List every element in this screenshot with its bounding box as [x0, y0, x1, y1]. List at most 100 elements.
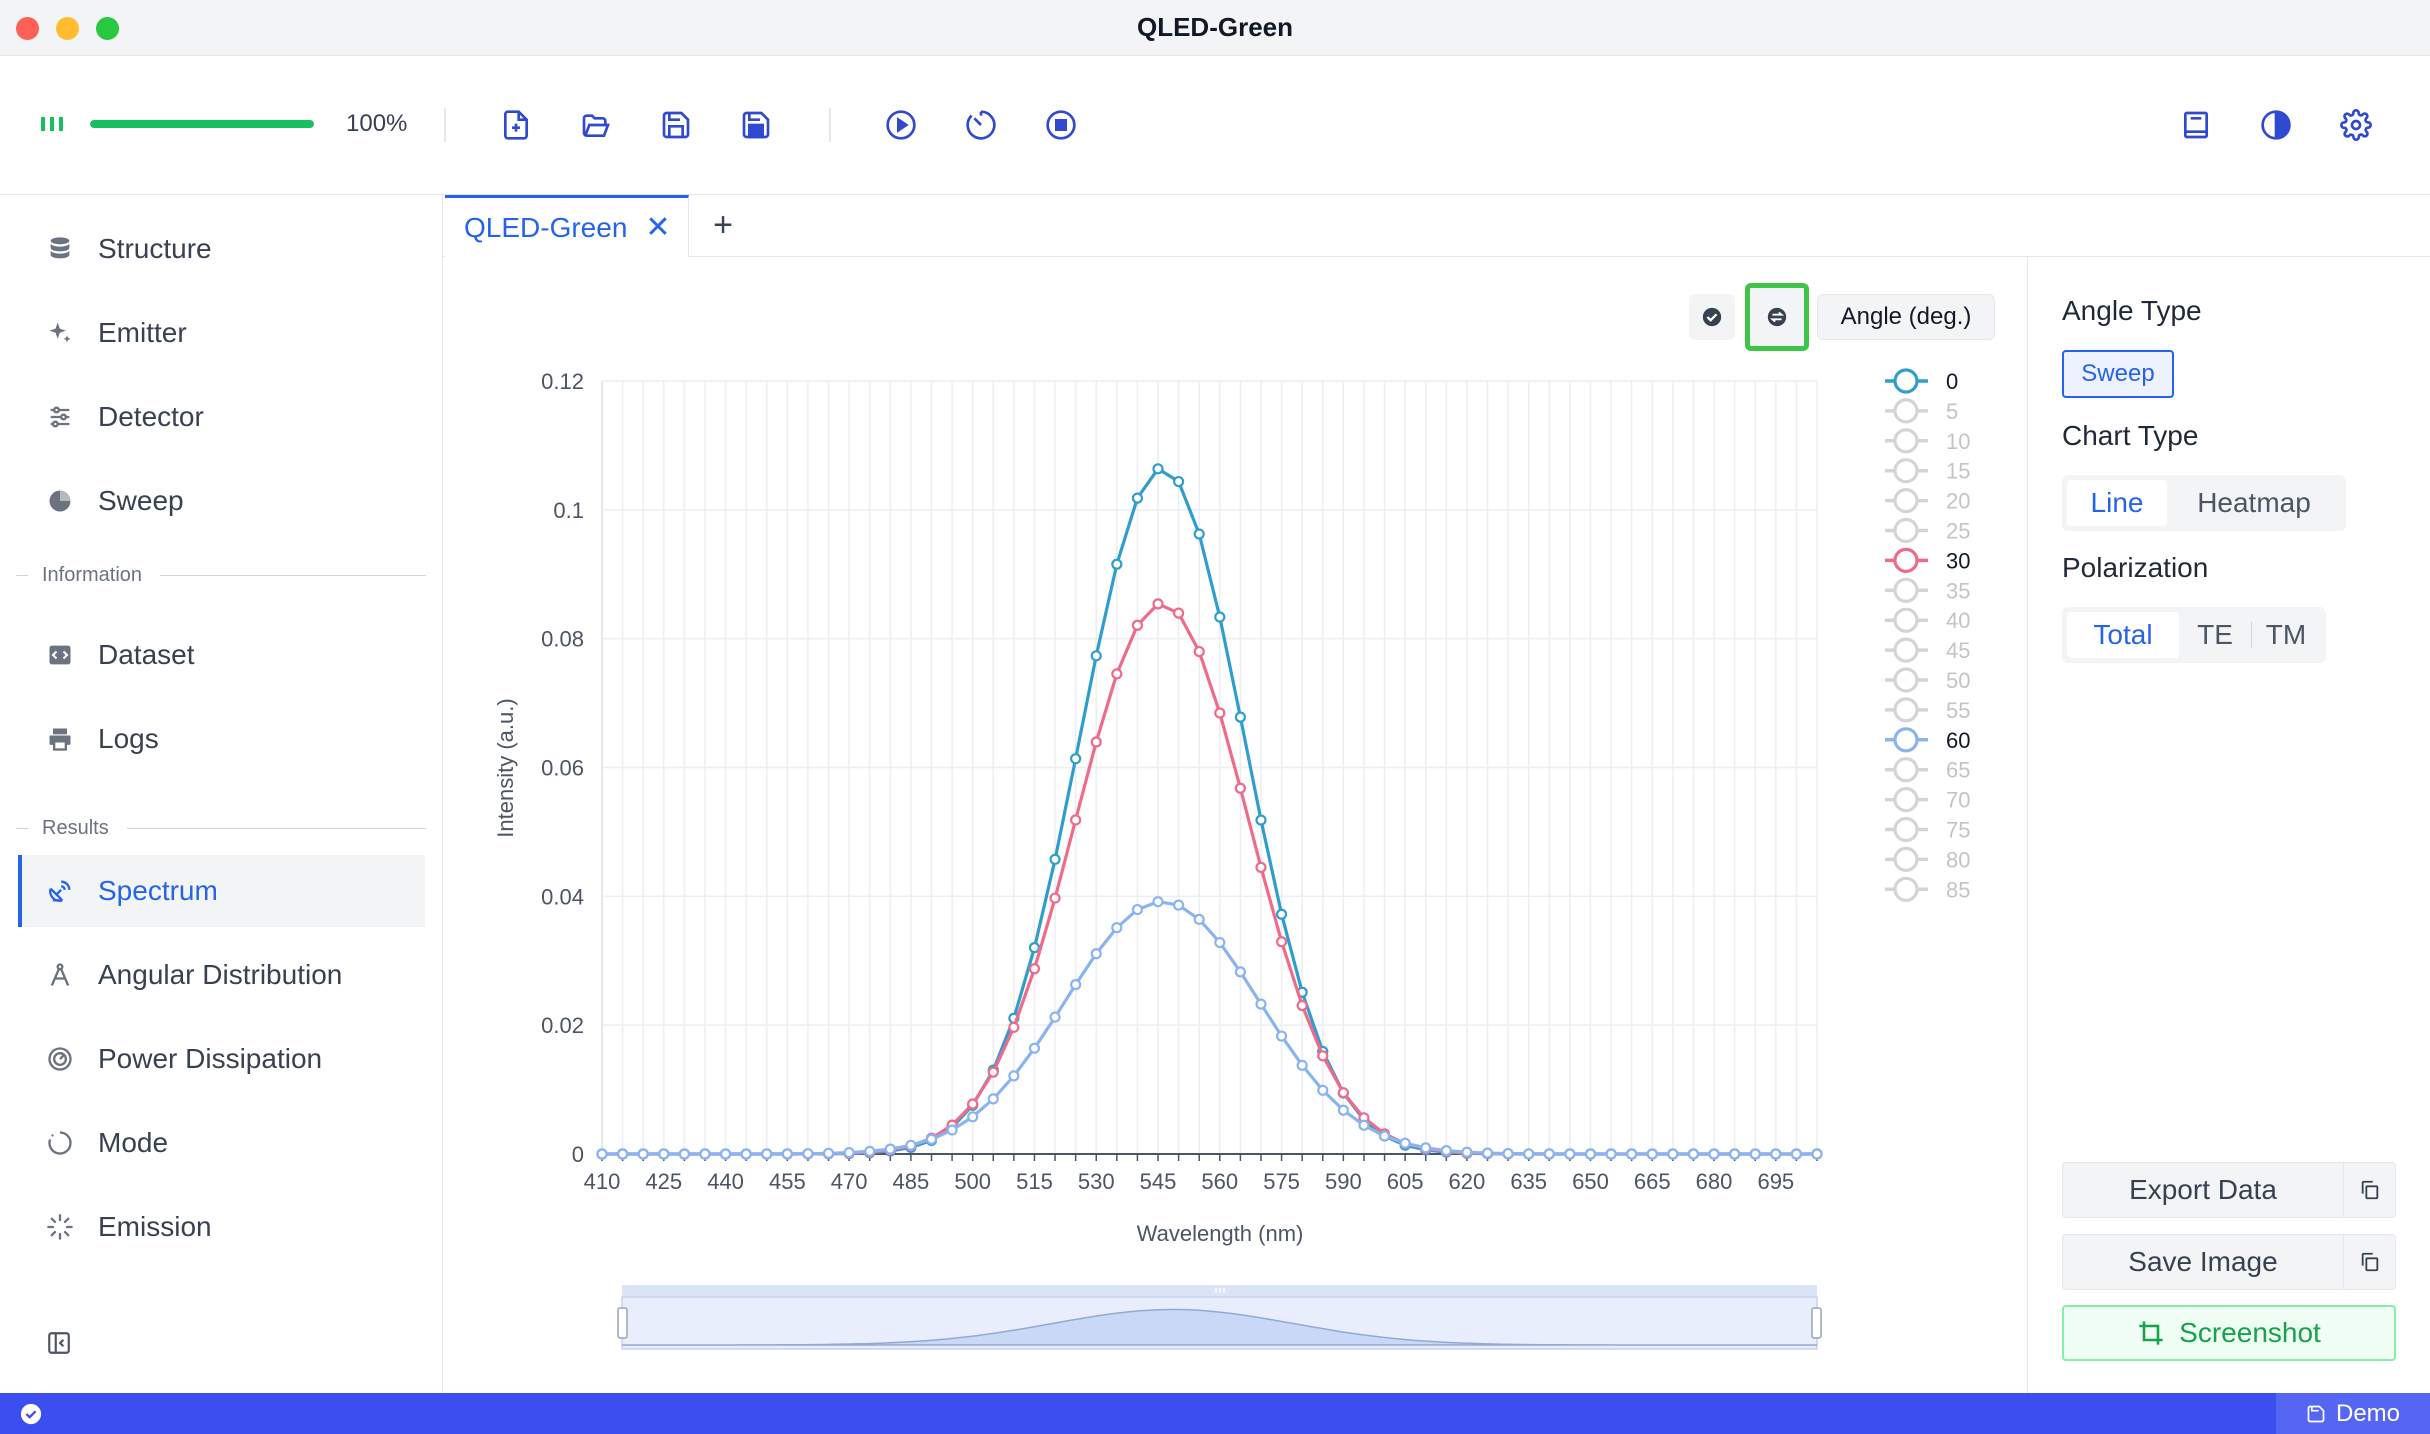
- polarization-total[interactable]: Total: [2067, 612, 2179, 658]
- copy-data-button[interactable]: [2343, 1163, 2395, 1217]
- legend-label: 65: [1946, 758, 1970, 783]
- x-axis-label: Wavelength (nm): [1137, 1221, 1304, 1246]
- new-file-button[interactable]: [493, 102, 539, 148]
- sidebar-item-logs[interactable]: Logs: [18, 703, 425, 775]
- legend-item-10[interactable]: 10: [1885, 428, 1970, 454]
- invert-selection-button[interactable]: [1745, 283, 1809, 351]
- data-point: [1090, 948, 1102, 960]
- sidebar-item-label: Structure: [98, 233, 212, 264]
- data-point: [596, 1148, 608, 1160]
- x-tick-label: 485: [893, 1169, 930, 1194]
- data-zoom-slider[interactable]: [617, 1285, 1822, 1350]
- sidebar-item-angular-distribution[interactable]: Angular Distribution: [18, 939, 425, 1011]
- sidebar-item-dataset[interactable]: Dataset: [18, 619, 425, 691]
- y-tick-label: 0.08: [541, 627, 584, 652]
- sidebar-item-spectrum[interactable]: Spectrum: [18, 855, 425, 927]
- data-point: [1729, 1148, 1741, 1160]
- data-point: [1811, 1148, 1823, 1160]
- polarization-te[interactable]: TE: [2197, 619, 2233, 650]
- legend-label: 50: [1946, 668, 1970, 693]
- sidebar-item-emitter[interactable]: Emitter: [18, 297, 425, 369]
- theme-button[interactable]: [2253, 102, 2299, 148]
- data-point: [1255, 814, 1267, 826]
- maximize-window-button[interactable]: [96, 17, 119, 40]
- close-tab-icon[interactable]: ✕: [645, 211, 671, 244]
- x-tick-label: 620: [1449, 1169, 1486, 1194]
- data-point: [1564, 1148, 1576, 1160]
- sidebar-item-mode[interactable]: Mode: [18, 1107, 425, 1179]
- legend-item-5[interactable]: 5: [1885, 398, 1958, 424]
- timer-button[interactable]: [958, 102, 1004, 148]
- legend-item-60[interactable]: 60: [1885, 727, 1970, 753]
- printer-icon: [49, 728, 71, 751]
- data-point: [658, 1148, 670, 1160]
- add-tab-button[interactable]: +: [713, 205, 733, 244]
- minimize-window-button[interactable]: [56, 17, 79, 40]
- legend-item-30[interactable]: 30: [1885, 547, 1970, 573]
- chart-type-heatmap[interactable]: Heatmap: [2197, 487, 2311, 518]
- save-as-button[interactable]: [733, 102, 779, 148]
- zoom-handle-right[interactable]: [1811, 1307, 1822, 1339]
- legend-item-85[interactable]: 85: [1885, 876, 1970, 902]
- status-ok-icon: [20, 1403, 42, 1425]
- crop-icon: [2139, 1321, 2163, 1345]
- legend-item-75[interactable]: 75: [1885, 816, 1970, 843]
- tab-label: QLED-Green: [464, 211, 628, 243]
- legend-item-45[interactable]: 45: [1885, 637, 1970, 663]
- sparkle-icon: [49, 322, 71, 343]
- zoom-handle-left[interactable]: [617, 1307, 628, 1339]
- sidebar-item-label: Angular Distribution: [98, 959, 343, 990]
- legend-item-25[interactable]: 25: [1885, 517, 1970, 544]
- legend-item-15[interactable]: 15: [1885, 458, 1970, 484]
- close-window-button[interactable]: [16, 17, 39, 40]
- legend-item-40[interactable]: 40: [1885, 607, 1970, 633]
- sidebar-item-structure[interactable]: Structure: [18, 213, 425, 285]
- sidebar-item-sweep[interactable]: Sweep: [18, 465, 425, 537]
- copy-image-button[interactable]: [2343, 1235, 2395, 1289]
- sidebar-item-detector[interactable]: Detector: [18, 381, 425, 453]
- series-line-0: [602, 466, 1817, 1156]
- legend-item-55[interactable]: 55: [1885, 697, 1970, 723]
- docs-button[interactable]: [2173, 102, 2219, 148]
- legend-item-0[interactable]: 0: [1885, 368, 1958, 394]
- open-button[interactable]: [573, 102, 619, 148]
- data-point: [1687, 1148, 1700, 1160]
- run-button[interactable]: [878, 102, 924, 148]
- demo-badge[interactable]: Demo: [2276, 1393, 2430, 1434]
- data-point: [1275, 1030, 1288, 1042]
- data-point: [1152, 598, 1164, 610]
- y-tick-label: 0.02: [541, 1013, 584, 1038]
- chart-type-line[interactable]: Line: [2067, 480, 2167, 526]
- data-point: [1605, 1148, 1617, 1160]
- sidebar-item-emission[interactable]: Emission: [18, 1191, 425, 1263]
- stop-button[interactable]: [1038, 102, 1084, 148]
- polarization-tm[interactable]: TM: [2265, 619, 2307, 650]
- y-tick-label: 0.12: [541, 369, 584, 394]
- x-tick-label: 425: [645, 1169, 682, 1194]
- export-data-button[interactable]: Export Data: [2062, 1162, 2396, 1218]
- status-bar: Demo: [0, 1393, 2430, 1434]
- sidebar-item-power-dissipation[interactable]: Power Dissipation: [18, 1023, 425, 1095]
- legend-item-50[interactable]: 50: [1885, 667, 1970, 693]
- legend-item-70[interactable]: 70: [1885, 786, 1970, 813]
- legend-item-65[interactable]: 65: [1885, 757, 1970, 783]
- select-all-button[interactable]: [1689, 294, 1735, 340]
- tab-qled-green[interactable]: QLED-Green ✕: [445, 195, 689, 257]
- y-axis-label: Intensity (a.u.): [493, 698, 518, 837]
- save-as-icon: [742, 111, 770, 139]
- data-point: [1008, 1070, 1020, 1082]
- sidebar-item-label: Mode: [98, 1127, 169, 1158]
- legend-item-35[interactable]: 35: [1885, 577, 1970, 603]
- legend-item-80[interactable]: 80: [1885, 846, 1970, 872]
- data-point: [1543, 1148, 1555, 1160]
- settings-button[interactable]: [2333, 102, 2379, 148]
- sweep-option[interactable]: Sweep: [2062, 350, 2174, 398]
- save-button[interactable]: [653, 102, 699, 148]
- legend-item-20[interactable]: 20: [1885, 488, 1970, 514]
- collapse-sidebar-icon[interactable]: [46, 1330, 72, 1356]
- save-image-button[interactable]: Save Image: [2062, 1234, 2396, 1290]
- chart-panel: Angle (deg.) 0 0.02 0.04 0.06 0.08 0.1 0.12 410…: [443, 257, 2028, 1393]
- legend-label: 25: [1946, 519, 1970, 544]
- screenshot-button[interactable]: Screenshot: [2062, 1305, 2396, 1361]
